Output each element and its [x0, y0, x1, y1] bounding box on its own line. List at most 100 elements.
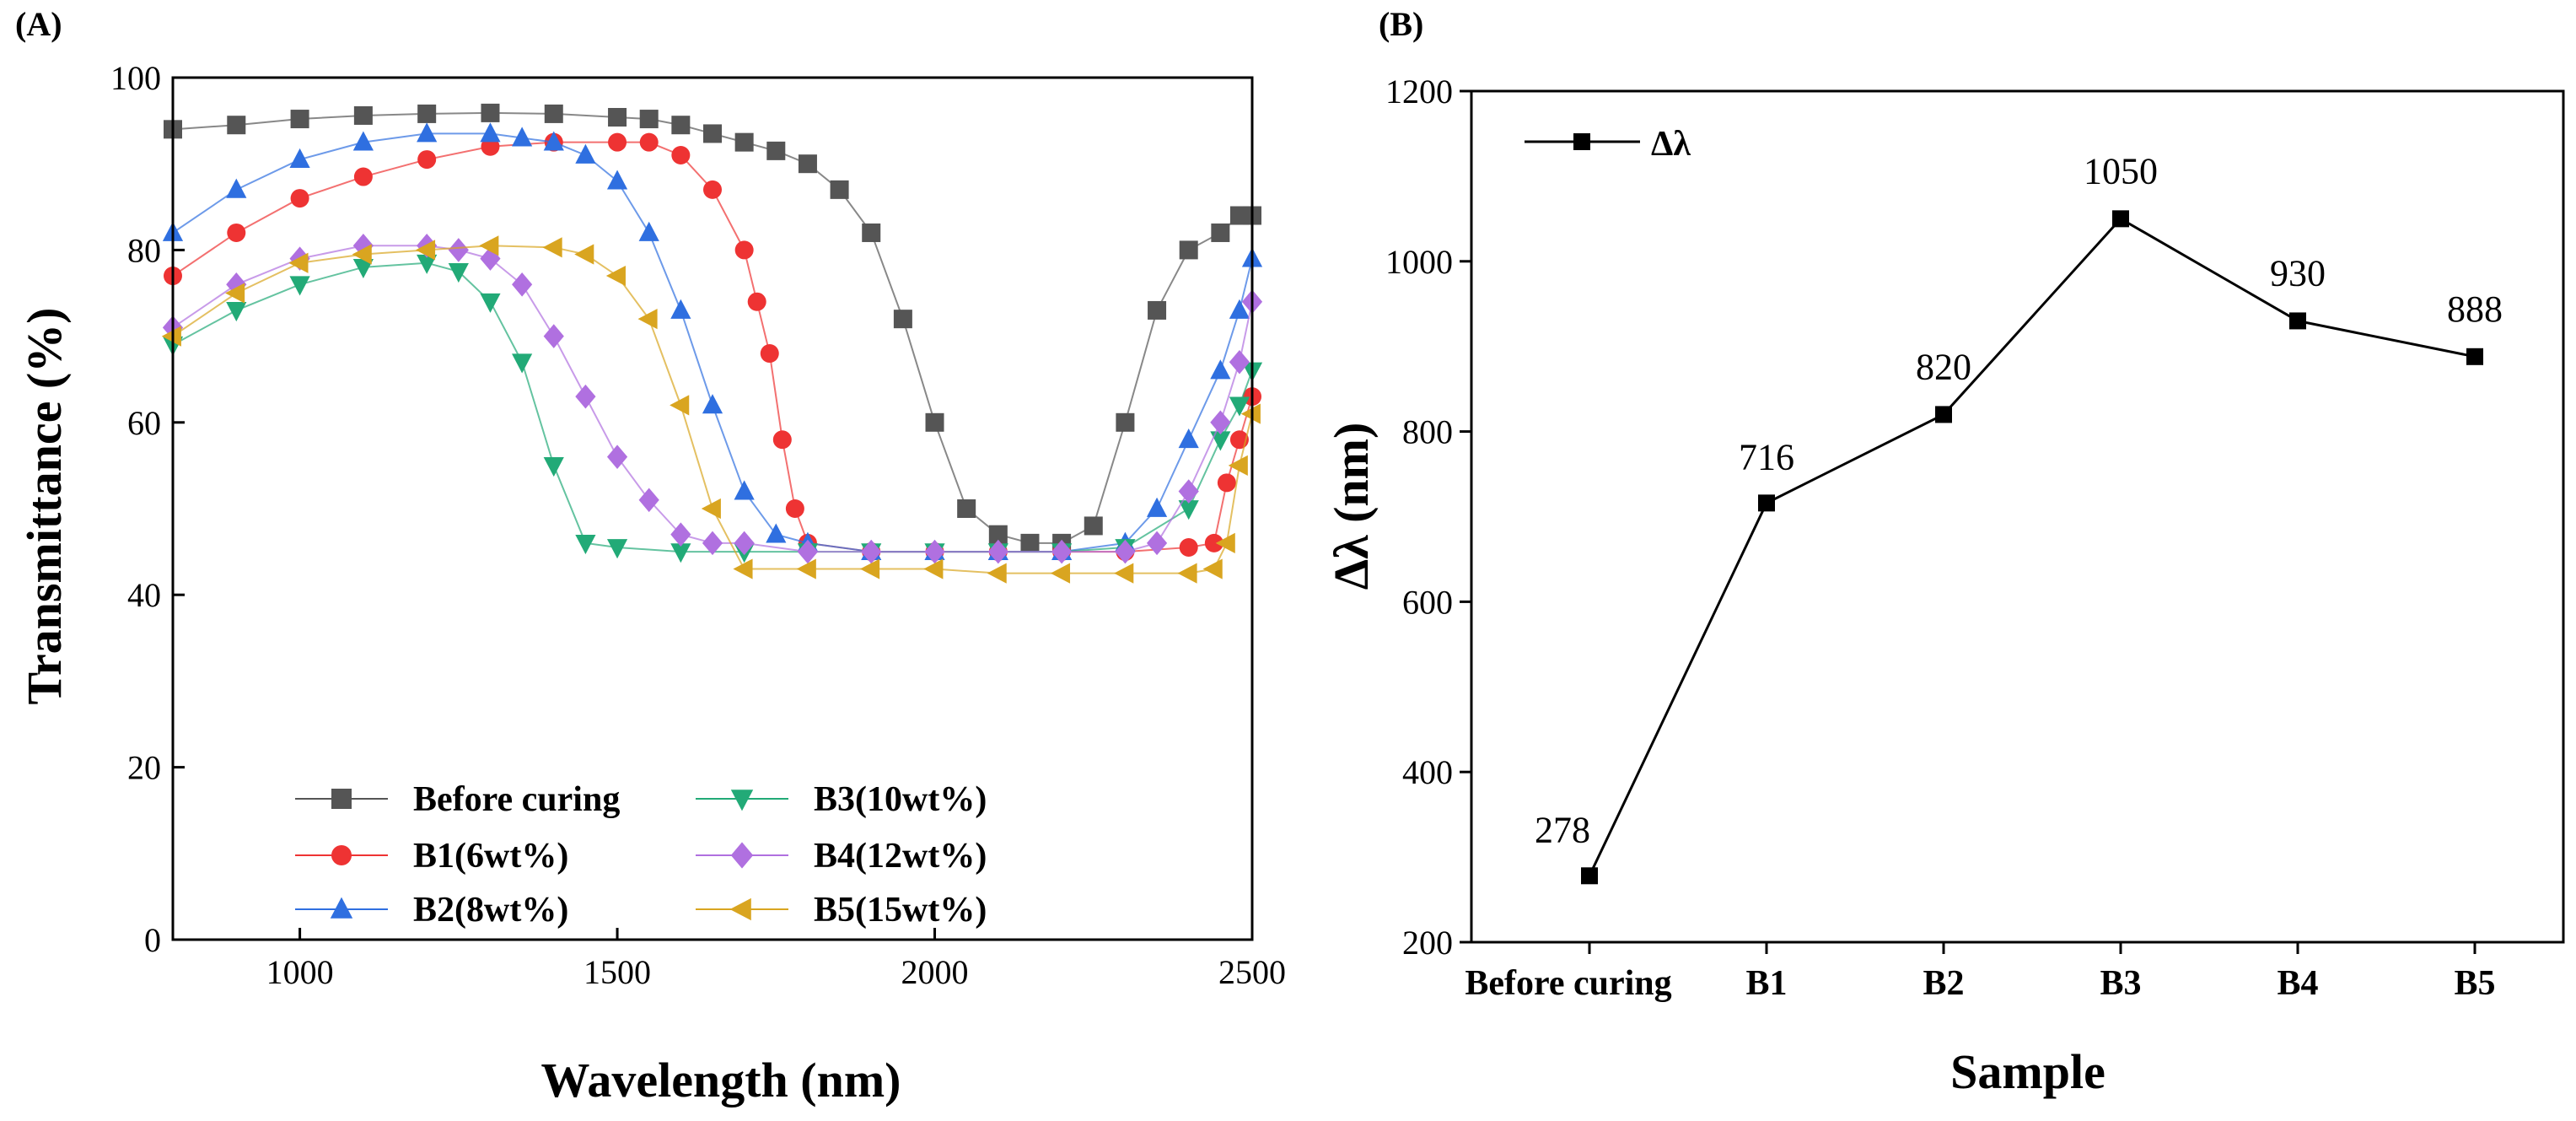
data-point — [1114, 563, 1134, 584]
panel-b-x-axis-title: Sample — [1950, 1044, 2105, 1099]
legend-label: B5(15wt%) — [814, 891, 987, 930]
series-line — [172, 141, 1253, 553]
data-point — [1178, 500, 1199, 520]
data-point — [543, 324, 564, 348]
data-label: 1050 — [2084, 150, 2158, 191]
data-point — [1210, 431, 1231, 451]
y-tick-label: 20 — [127, 749, 161, 787]
data-point — [606, 445, 628, 469]
data-point — [924, 539, 945, 564]
x-tick-label: B1 — [1745, 964, 1787, 1003]
y-tick-label: 80 — [127, 231, 161, 269]
data-point — [1210, 410, 1231, 435]
data-point — [1179, 240, 1198, 260]
data-point — [417, 122, 438, 143]
legend-marker — [730, 790, 754, 811]
legend-item: B4(12wt%) — [696, 837, 987, 876]
y-tick-label: 200 — [1402, 924, 1453, 962]
data-point — [703, 124, 722, 143]
data-point — [574, 244, 594, 265]
data-point — [480, 122, 501, 143]
data-point — [860, 558, 880, 579]
data-point — [1178, 479, 1199, 504]
x-tick-label: 2500 — [1218, 953, 1286, 991]
panel-b-y-axis-title: Δλ (nm) — [1324, 423, 1379, 590]
data-point — [1210, 359, 1231, 380]
legend-marker — [331, 789, 352, 809]
data-point — [639, 110, 659, 129]
data-point — [352, 233, 374, 258]
x-tick-label: B3 — [2100, 964, 2141, 1003]
data-point — [512, 127, 533, 147]
panel-a-frame — [171, 76, 1254, 941]
x-tick-label: 1000 — [266, 953, 334, 991]
data-point — [637, 309, 658, 330]
legend-item: Before curing — [295, 780, 620, 819]
data-point — [290, 189, 309, 208]
x-tick-label: B4 — [2277, 964, 2318, 1003]
data-point — [1146, 497, 1168, 517]
data-point — [703, 180, 722, 199]
data-point — [289, 276, 310, 296]
panel-a-chart: (A) 1000 1500 2000 2500 0 20 40 60 80 100 Before c… — [15, 5, 1286, 1108]
legend-label: B4(12wt%) — [814, 837, 987, 876]
data-point — [701, 498, 721, 520]
data-label: 888 — [2447, 288, 2503, 330]
data-point — [734, 480, 755, 500]
data-point — [1758, 494, 1775, 512]
data-point — [606, 170, 628, 190]
data-point — [575, 384, 596, 409]
data-point — [227, 116, 246, 135]
legend-marker — [729, 897, 751, 921]
data-point — [1240, 403, 1261, 424]
data-point — [702, 531, 723, 556]
legend-label: Before curing — [413, 780, 620, 819]
data-point — [353, 105, 373, 125]
data-point — [290, 110, 309, 129]
data-point — [353, 167, 373, 186]
data-point — [639, 132, 659, 152]
y-tick-label: 800 — [1402, 413, 1453, 451]
data-point — [480, 293, 501, 313]
data-point — [670, 522, 691, 547]
data-point — [760, 344, 779, 364]
data-point — [1217, 473, 1236, 493]
data-point — [1148, 300, 1167, 320]
data-point — [785, 499, 804, 518]
panel-b-frame — [1470, 89, 2565, 944]
legend-item: B2(8wt%) — [295, 891, 568, 930]
data-point — [766, 523, 787, 543]
legend-marker — [1573, 133, 1590, 150]
data-point — [288, 252, 309, 273]
data-point — [352, 244, 372, 265]
x-tick-label: 1500 — [583, 953, 651, 991]
data-point — [1020, 533, 1040, 552]
data-point — [1228, 455, 1248, 476]
panel-a-y-axis-title: Transmittance (%) — [17, 308, 72, 705]
data-point — [1051, 539, 1073, 564]
y-tick-label: 0 — [144, 921, 161, 959]
data-point — [734, 240, 754, 260]
data-point — [605, 265, 626, 287]
data-point — [512, 353, 533, 374]
data-point — [225, 283, 245, 304]
data-point — [1116, 412, 1135, 432]
legend-item: Δλ — [1525, 125, 1691, 164]
data-point — [352, 258, 374, 279]
x-tick-label: B2 — [1923, 964, 1964, 1003]
data-point — [923, 558, 944, 579]
data-point — [798, 154, 817, 174]
data-point — [638, 488, 659, 513]
data-point — [862, 223, 881, 242]
series-5 — [161, 235, 1261, 584]
data-point — [352, 131, 374, 151]
data-point — [226, 178, 247, 198]
legend-marker — [330, 897, 353, 919]
data-point — [448, 238, 469, 262]
data-point — [638, 221, 659, 241]
data-point — [1177, 563, 1197, 584]
legend-label: B2(8wt%) — [413, 891, 568, 930]
data-point — [987, 539, 1008, 564]
panel-a-x-axis-title: Wavelength (nm) — [541, 1053, 901, 1108]
data-point — [671, 116, 691, 135]
